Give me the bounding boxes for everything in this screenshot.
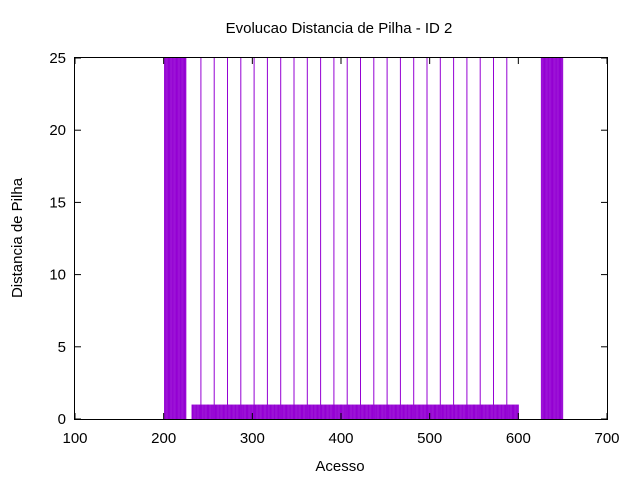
y-tick-label: 15 bbox=[49, 194, 66, 211]
y-tick-label: 20 bbox=[49, 122, 66, 139]
chart-title: Evolucao Distancia de Pilha - ID 2 bbox=[226, 20, 453, 37]
x-axis-label: Acesso bbox=[315, 458, 364, 475]
y-tick-label: 25 bbox=[49, 50, 66, 67]
x-tick-label: 200 bbox=[151, 430, 176, 447]
x-tick-label: 700 bbox=[594, 430, 619, 447]
x-tick-label: 300 bbox=[240, 430, 265, 447]
x-axis-ticks: 100 200 300 400 500 600 700 bbox=[62, 58, 620, 447]
y-axis-label: Distancia de Pilha bbox=[9, 177, 26, 298]
plot-frame bbox=[74, 57, 608, 420]
y-tick-label: 5 bbox=[58, 339, 66, 356]
x-tick-label: 500 bbox=[417, 430, 442, 447]
bars-layer bbox=[164, 58, 564, 419]
y-tick-label: 0 bbox=[58, 411, 66, 428]
x-tick-label: 400 bbox=[328, 430, 353, 447]
y-axis-ticks: 0 5 10 15 20 25 bbox=[49, 50, 607, 428]
x-tick-label: 100 bbox=[62, 430, 87, 447]
x-tick-label: 600 bbox=[506, 430, 531, 447]
y-tick-label: 10 bbox=[49, 267, 66, 284]
